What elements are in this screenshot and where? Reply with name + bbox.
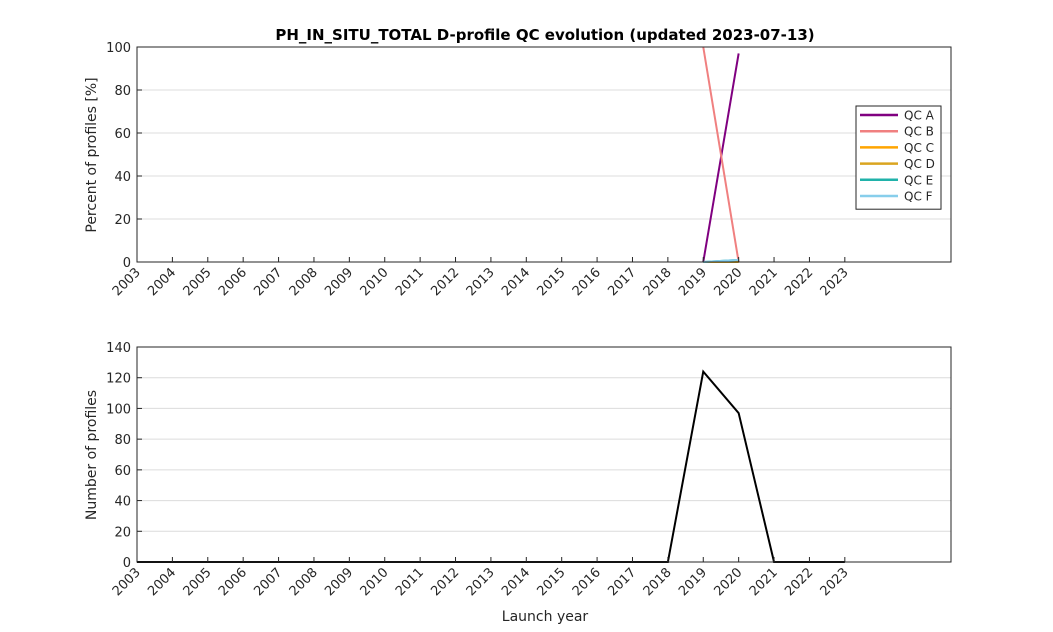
x-tick-label: 2005 xyxy=(181,565,215,599)
x-tick-label: 2017 xyxy=(605,265,639,299)
x-tick-label: 2007 xyxy=(251,565,285,599)
y-axis-label: Percent of profiles [%] xyxy=(84,77,100,232)
y-tick-label: 20 xyxy=(114,213,131,228)
x-tick-label: 2010 xyxy=(358,565,392,599)
legend-label-qc-e: QC E xyxy=(904,173,933,187)
qc-percent-chart: 0 20 40 60 80 100 2003 2004 2005 2006 2007 2008 2009… xyxy=(84,41,952,299)
series-line-qc-b xyxy=(702,46,740,263)
x-tick-label: 2023 xyxy=(818,265,852,299)
x-tick-label: 2016 xyxy=(570,265,604,299)
x-tick-label: 2004 xyxy=(145,565,179,599)
y-tick-label: 60 xyxy=(114,127,131,142)
chart-title: PH_IN_SITU_TOTAL D-profile QC evolution … xyxy=(275,26,814,44)
y-tick-label: 140 xyxy=(106,341,131,356)
y-tick-label: 100 xyxy=(106,41,131,56)
x-tick-label: 2015 xyxy=(535,565,569,599)
x-tick-label: 2022 xyxy=(782,265,816,299)
legend-box xyxy=(855,105,942,210)
x-tick-label: 2019 xyxy=(676,565,710,599)
legend-label-qc-d: QC D xyxy=(904,157,935,171)
y-tick-label: 60 xyxy=(114,464,131,479)
x-tick-label: 2013 xyxy=(464,265,498,299)
x-tick-label: 2017 xyxy=(605,565,639,599)
x-axis-label: Launch year xyxy=(502,609,589,625)
x-tick-label: 2014 xyxy=(499,565,533,599)
x-tick-label: 2015 xyxy=(535,265,569,299)
x-tick-label: 2011 xyxy=(393,265,427,299)
x-tick-label: 2018 xyxy=(641,265,675,299)
x-tick-label: 2018 xyxy=(641,565,675,599)
x-tick-label: 2005 xyxy=(181,265,215,299)
x-tick-label: 2021 xyxy=(747,265,781,299)
y-tick-label: 80 xyxy=(114,84,131,99)
y-tick-label: 0 xyxy=(123,256,131,271)
y-tick-label: 80 xyxy=(114,433,131,448)
x-tick-label: 2003 xyxy=(110,565,144,599)
x-tick-label: 2023 xyxy=(818,565,852,599)
legend-label-qc-b: QC B xyxy=(904,125,934,139)
y-tick-label: 100 xyxy=(106,402,131,417)
x-tick-label: 2006 xyxy=(216,565,250,599)
y-tick-label: 120 xyxy=(106,372,131,387)
x-tick-label: 2022 xyxy=(782,565,816,599)
legend[interactable]: QC A QC B QC C QC D QC E QC F xyxy=(855,105,942,210)
x-tick-label: 2020 xyxy=(711,565,745,599)
x-tick-label: 2008 xyxy=(287,265,321,299)
x-tick-label: 2009 xyxy=(322,565,356,599)
y-tick-label: 20 xyxy=(114,525,131,540)
x-tick-label: 2012 xyxy=(428,265,462,299)
x-tick-label: 2021 xyxy=(747,565,781,599)
legend-label-qc-f: QC F xyxy=(904,190,933,204)
y-tick-label: 0 xyxy=(123,556,131,571)
y-tick-label: 40 xyxy=(114,170,131,185)
x-tick-label: 2012 xyxy=(428,565,462,599)
axes-box xyxy=(136,346,952,563)
x-tick-label: 2009 xyxy=(322,265,356,299)
x-tick-label: 2014 xyxy=(499,265,533,299)
legend-label-qc-a: QC A xyxy=(904,109,935,123)
x-tick-label: 2019 xyxy=(676,265,710,299)
series-line-profiles xyxy=(137,369,845,563)
legend-label-qc-c: QC C xyxy=(904,141,934,155)
y-axis-label: Number of profiles xyxy=(84,390,100,520)
x-tick-label: 2013 xyxy=(464,565,498,599)
axes-box xyxy=(136,46,952,263)
x-tick-label: 2008 xyxy=(287,565,321,599)
x-tick-label: 2011 xyxy=(393,565,427,599)
x-tick-label: 2006 xyxy=(216,265,250,299)
x-tick-label: 2010 xyxy=(358,265,392,299)
y-tick-label: 40 xyxy=(114,495,131,510)
x-tick-label: 2007 xyxy=(251,265,285,299)
x-tick-label: 2020 xyxy=(711,265,745,299)
x-tick-label: 2004 xyxy=(145,265,179,299)
x-tick-label: 2016 xyxy=(570,565,604,599)
x-tick-label: 2003 xyxy=(110,265,144,299)
